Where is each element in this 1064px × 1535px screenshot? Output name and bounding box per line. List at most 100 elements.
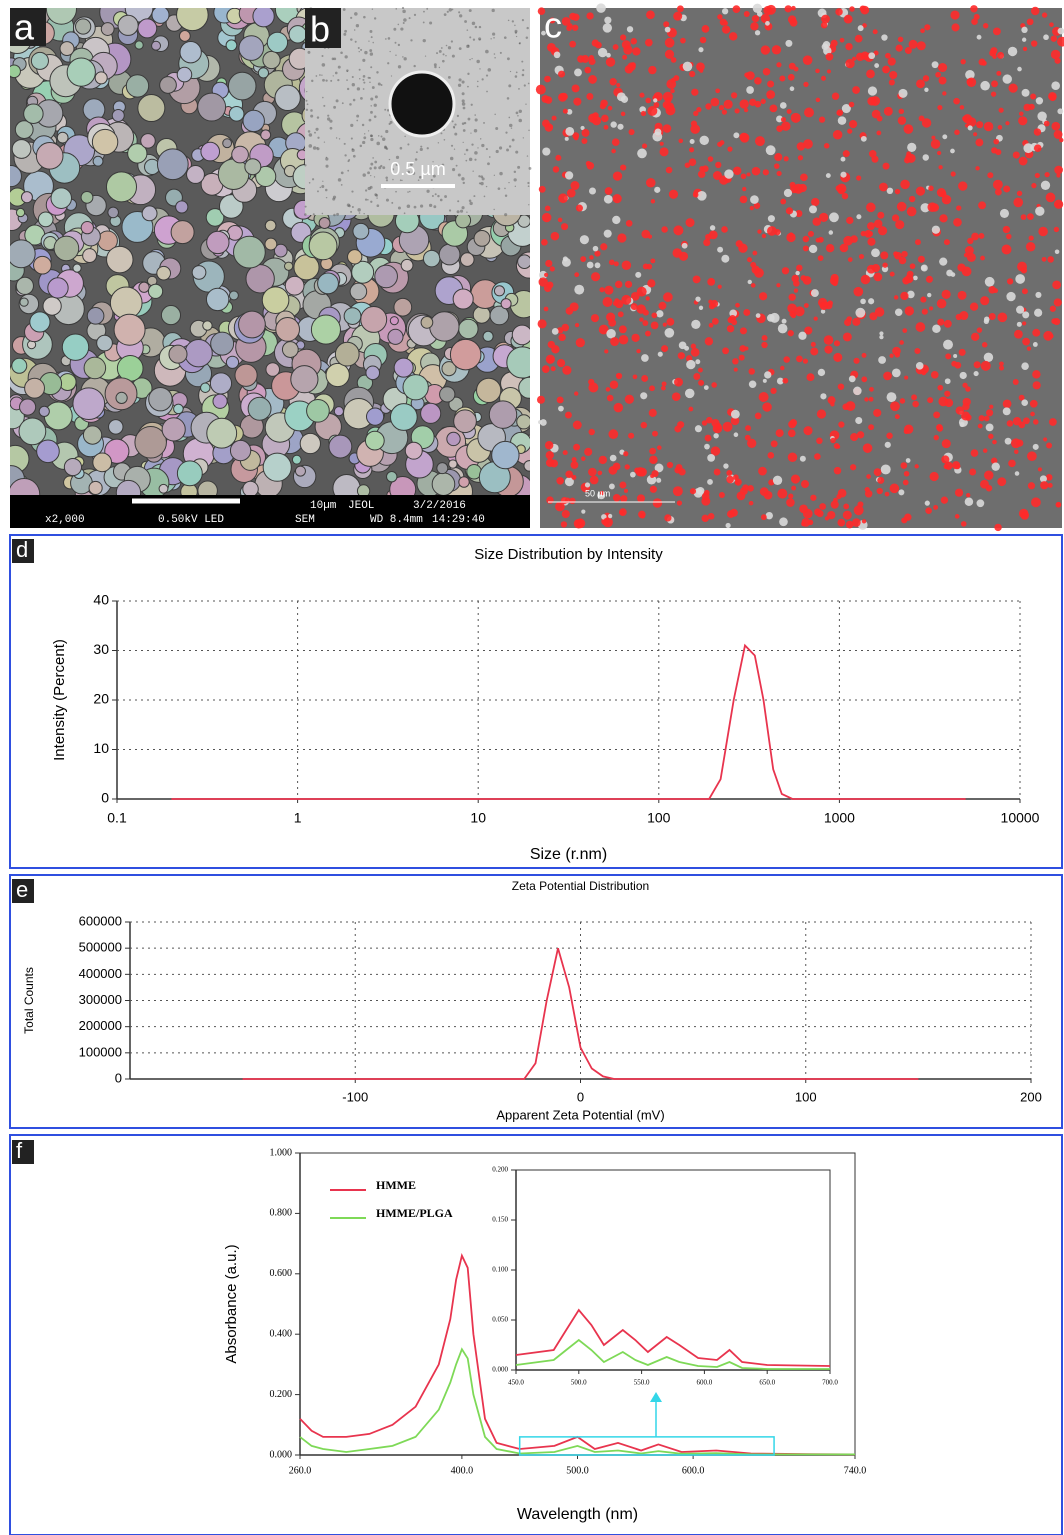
particle [295, 466, 305, 476]
dot [598, 48, 607, 57]
particle [118, 15, 138, 35]
dot [874, 273, 883, 282]
speck [370, 30, 373, 33]
speck [423, 11, 425, 13]
speck [370, 111, 373, 114]
panel-label: d [16, 537, 28, 562]
particle [243, 481, 258, 496]
dot [922, 309, 928, 315]
speck [355, 41, 357, 43]
dot [640, 513, 645, 518]
dot [1042, 257, 1047, 262]
dot [766, 512, 773, 519]
dot [843, 150, 850, 157]
speck [358, 47, 360, 49]
dot [1022, 311, 1029, 318]
dot [631, 303, 638, 310]
particle [440, 387, 455, 402]
speck [452, 55, 455, 58]
particle [169, 345, 187, 363]
speck [393, 28, 396, 31]
dot [604, 349, 608, 353]
dot [898, 116, 906, 124]
speck [330, 80, 332, 82]
particle [456, 213, 471, 228]
dot [737, 491, 746, 500]
dot [999, 365, 1004, 370]
dot [803, 359, 808, 364]
speck [507, 57, 510, 60]
speck [447, 11, 449, 13]
speck [404, 136, 405, 137]
dot [852, 86, 860, 94]
dot [971, 449, 979, 457]
dot [576, 338, 585, 347]
dot [763, 169, 769, 175]
dot [627, 26, 633, 32]
dot [702, 515, 709, 522]
particle [60, 42, 74, 56]
dot [783, 356, 790, 363]
dot [1036, 97, 1043, 104]
y-tick-label: 0.150 [492, 1216, 508, 1224]
speck [509, 145, 511, 147]
speck [504, 213, 507, 216]
dot [748, 280, 752, 284]
speck [310, 109, 313, 112]
speck [368, 41, 369, 42]
dot [838, 116, 847, 125]
dot [856, 214, 861, 219]
legend-label: HMME [376, 1178, 416, 1192]
particle [192, 266, 206, 280]
particle [148, 284, 162, 298]
speck [382, 138, 385, 141]
dot [538, 319, 547, 328]
dot [722, 8, 728, 14]
speck [370, 97, 373, 100]
speck [362, 59, 365, 62]
particle [93, 156, 103, 166]
particle [135, 427, 167, 459]
y-axis-label: Absorbance (a.u.) [223, 1244, 240, 1363]
dot [613, 194, 622, 203]
dot [611, 149, 616, 154]
dot [977, 35, 982, 40]
dot [921, 370, 926, 375]
particle [437, 463, 448, 474]
dot [951, 272, 956, 277]
speck [370, 163, 373, 166]
particle [263, 453, 291, 481]
dot [919, 116, 925, 122]
particle [25, 378, 45, 398]
speck [385, 130, 388, 133]
speck [453, 127, 455, 129]
dot [693, 192, 699, 198]
dot [618, 311, 624, 317]
speck [529, 167, 532, 170]
dot [1049, 94, 1056, 101]
dot [937, 299, 947, 309]
particle [348, 250, 362, 264]
dot [553, 166, 560, 173]
dot [562, 510, 570, 518]
particle [106, 172, 136, 202]
dot [954, 362, 961, 369]
speck [380, 84, 382, 86]
dot [973, 132, 977, 136]
dot [784, 189, 792, 197]
dot [887, 392, 897, 402]
speck [505, 194, 507, 196]
dot [557, 359, 565, 367]
dot [622, 261, 631, 270]
speck [372, 9, 373, 10]
particle [524, 461, 535, 472]
particle [54, 236, 79, 261]
speck [389, 51, 390, 52]
dot [1054, 166, 1063, 175]
y-tick-label: 0 [101, 790, 109, 806]
speck [443, 53, 445, 55]
dot [742, 187, 746, 191]
dot [580, 256, 586, 262]
dot [634, 467, 640, 473]
speck [508, 84, 511, 87]
